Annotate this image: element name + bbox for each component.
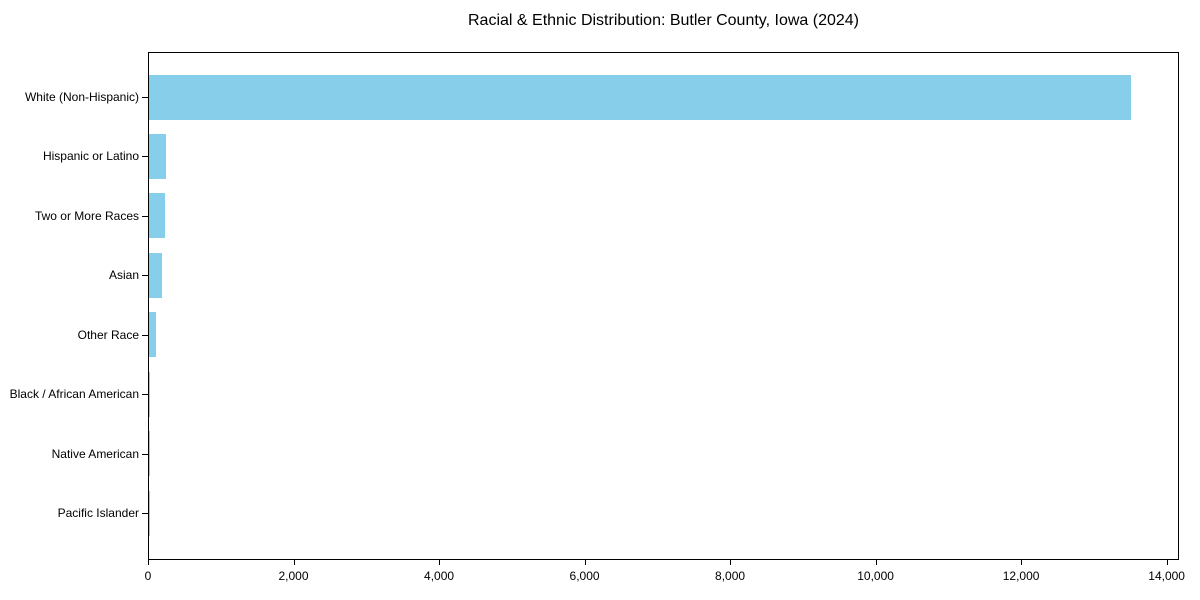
y-tick-mark	[142, 513, 148, 514]
category-label: Hispanic or Latino	[42, 149, 139, 164]
x-tick-label: 8,000	[715, 569, 746, 583]
x-tick-label: 2,000	[278, 569, 309, 583]
x-tick-mark	[439, 560, 441, 565]
x-tick-label: 12,000	[1002, 569, 1040, 583]
y-tick-mark	[142, 156, 148, 158]
x-tick-label: 0	[144, 569, 152, 583]
x-tick-mark	[584, 560, 586, 565]
bar	[149, 74, 1132, 120]
x-tick-mark	[730, 560, 732, 565]
category-label: Two or More Races	[34, 208, 139, 223]
x-tick-mark	[293, 560, 295, 565]
y-tick-mark	[142, 453, 148, 455]
category-label: White (Non-Hispanic)	[24, 90, 139, 104]
bar	[149, 193, 166, 239]
bar	[149, 133, 167, 179]
y-tick-mark	[142, 97, 148, 98]
y-tick-mark	[142, 334, 148, 336]
y-tick-mark	[142, 394, 148, 396]
plot-area	[148, 52, 1179, 560]
bar	[149, 371, 151, 417]
chart-title: Racial & Ethnic Distribution: Butler Cou…	[468, 12, 859, 29]
category-label: Black / African American	[9, 387, 139, 402]
y-tick-mark	[142, 215, 148, 217]
x-tick-label: 10,000	[857, 569, 894, 583]
category-label: Asian	[108, 268, 139, 283]
x-tick-label: 14,000	[1148, 569, 1185, 583]
bar	[149, 252, 163, 298]
category-label: Pacific Islander	[57, 506, 139, 520]
x-tick-mark	[875, 560, 877, 565]
x-tick-mark	[1166, 560, 1168, 565]
x-tick-label: 6,000	[569, 569, 600, 583]
x-tick-mark	[1021, 560, 1023, 565]
category-label: Native American	[51, 446, 139, 461]
bar	[149, 431, 150, 477]
category-label: Other Race	[77, 327, 139, 342]
bar	[149, 312, 157, 358]
y-tick-mark	[142, 275, 148, 277]
x-tick-label: 4,000	[424, 569, 455, 583]
x-tick-mark	[148, 560, 149, 565]
